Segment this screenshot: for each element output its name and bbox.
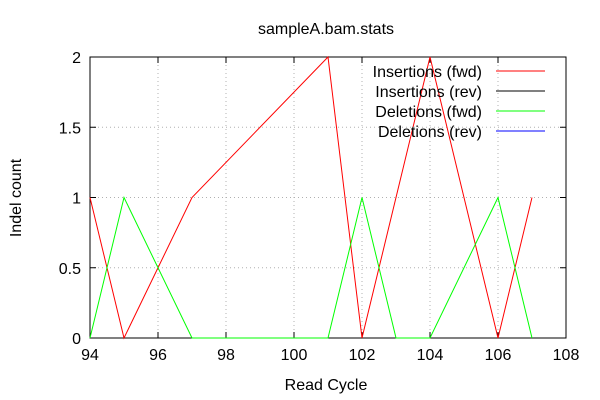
grid-lines bbox=[90, 57, 566, 338]
y-axis-label: Indel count bbox=[8, 158, 25, 237]
x-tick-label: 98 bbox=[217, 347, 235, 364]
legend: Insertions (fwd) Insertions (rev) Deletion… bbox=[373, 64, 545, 141]
series-line-insertions-fwd bbox=[89, 55, 533, 340]
y-tick-label: 2 bbox=[72, 50, 81, 67]
legend-label-deletions-rev: Deletions (rev) bbox=[378, 124, 482, 141]
x-tick-label: 94 bbox=[81, 347, 99, 364]
axis-ticks: 94 96 98 100 102 104 106 108 0 0.5 1 1.5 2 bbox=[59, 50, 580, 364]
series-lines bbox=[89, 55, 533, 340]
y-tick-label: 0.5 bbox=[59, 261, 81, 278]
series-line-deletions-fwd bbox=[89, 196, 533, 339]
x-tick-label: 102 bbox=[349, 347, 376, 364]
x-axis-label: Read Cycle bbox=[285, 377, 368, 394]
x-tick-label: 104 bbox=[417, 347, 444, 364]
legend-label-insertions-rev: Insertions (rev) bbox=[375, 84, 482, 101]
x-tick-label: 106 bbox=[485, 347, 512, 364]
chart-title: sampleA.bam.stats bbox=[258, 21, 394, 38]
y-tick-label: 1.5 bbox=[59, 120, 81, 137]
x-tick-label: 96 bbox=[149, 347, 167, 364]
x-tick-label: 108 bbox=[553, 347, 580, 364]
y-tick-label: 1 bbox=[72, 191, 81, 208]
y-tick-label: 0 bbox=[72, 331, 81, 348]
x-tick-label: 100 bbox=[281, 347, 308, 364]
legend-label-deletions-fwd: Deletions (fwd) bbox=[375, 104, 482, 121]
legend-label-insertions-fwd: Insertions (fwd) bbox=[373, 64, 482, 81]
